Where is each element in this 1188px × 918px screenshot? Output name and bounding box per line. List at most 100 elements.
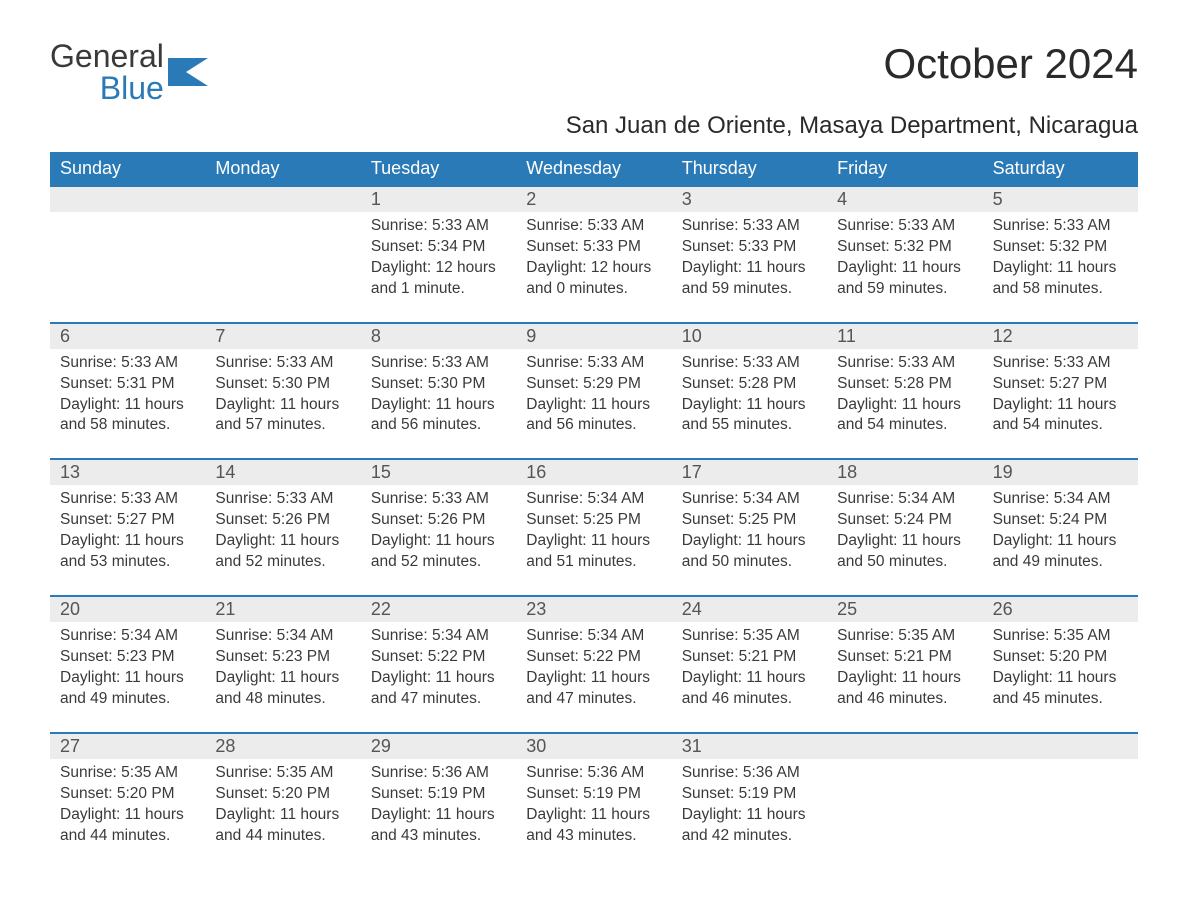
day-details [827,759,982,855]
daylight-text: Daylight: 11 hours and 44 minutes. [60,805,195,847]
daylight-text: Daylight: 11 hours and 54 minutes. [993,395,1128,437]
weekday-header: Thursday [672,152,827,185]
day-details: Sunrise: 5:35 AMSunset: 5:20 PMDaylight:… [983,622,1138,718]
daylight-text: Daylight: 11 hours and 58 minutes. [60,395,195,437]
sunset-text: Sunset: 5:21 PM [682,647,817,668]
sunset-text: Sunset: 5:27 PM [993,374,1128,395]
sunset-text: Sunset: 5:27 PM [60,510,195,531]
sunrise-text: Sunrise: 5:33 AM [993,216,1128,237]
sunrise-text: Sunrise: 5:33 AM [837,216,972,237]
day-number: 11 [827,324,982,349]
daylight-text: Daylight: 11 hours and 58 minutes. [993,258,1128,300]
day-number: 27 [50,734,205,759]
daylight-text: Daylight: 11 hours and 57 minutes. [215,395,350,437]
sunrise-text: Sunrise: 5:35 AM [682,626,817,647]
location-subtitle: San Juan de Oriente, Masaya Department, … [50,112,1138,140]
day-number: 5 [983,187,1138,212]
day-number: 24 [672,597,827,622]
day-number: 18 [827,460,982,485]
day-details: Sunrise: 5:33 AMSunset: 5:27 PMDaylight:… [50,485,205,581]
day-number: 1 [361,187,516,212]
details-row: Sunrise: 5:33 AMSunset: 5:31 PMDaylight:… [50,349,1138,445]
weeks-container: 12345Sunrise: 5:33 AMSunset: 5:34 PMDayl… [50,185,1138,854]
daylight-text: Daylight: 11 hours and 43 minutes. [526,805,661,847]
sunset-text: Sunset: 5:21 PM [837,647,972,668]
daynum-row: 13141516171819 [50,458,1138,485]
sunrise-text: Sunrise: 5:33 AM [60,353,195,374]
calendar-grid: SundayMondayTuesdayWednesdayThursdayFrid… [50,152,1138,854]
sunset-text: Sunset: 5:33 PM [526,237,661,258]
daylight-text: Daylight: 11 hours and 56 minutes. [526,395,661,437]
day-details: Sunrise: 5:34 AMSunset: 5:22 PMDaylight:… [361,622,516,718]
daylight-text: Daylight: 11 hours and 52 minutes. [215,531,350,573]
day-details [50,212,205,308]
day-number [827,734,982,759]
daylight-text: Daylight: 11 hours and 59 minutes. [837,258,972,300]
day-details: Sunrise: 5:34 AMSunset: 5:24 PMDaylight:… [827,485,982,581]
flag-icon [168,58,208,86]
details-row: Sunrise: 5:33 AM Sunset: 5:34 PM Daylight:… [50,212,1138,308]
day-details: Sunrise: 5:34 AMSunset: 5:24 PMDaylight:… [983,485,1138,581]
daylight-text: Daylight: 11 hours and 54 minutes. [837,395,972,437]
day-details: Sunrise: 5:33 AMSunset: 5:28 PMDaylight:… [672,349,827,445]
week-block: 2728293031Sunrise: 5:35 AMSunset: 5:20 P… [50,732,1138,855]
day-details: Sunrise: 5:34 AMSunset: 5:25 PMDaylight:… [516,485,671,581]
sunrise-text: Sunrise: 5:33 AM [682,353,817,374]
sunset-text: Sunset: 5:25 PM [682,510,817,531]
sunrise-text: Sunrise: 5:34 AM [371,626,506,647]
sunrise-text: Sunrise: 5:33 AM [215,489,350,510]
sunset-text: Sunset: 5:32 PM [837,237,972,258]
day-number: 30 [516,734,671,759]
sunrise-text: Sunrise: 5:33 AM [215,353,350,374]
day-number: 29 [361,734,516,759]
daylight-text: Daylight: 11 hours and 47 minutes. [371,668,506,710]
sunset-text: Sunset: 5:33 PM [682,237,817,258]
day-number: 12 [983,324,1138,349]
day-details: Sunrise: 5:33 AMSunset: 5:33 PMDaylight:… [672,212,827,308]
daylight-text: Daylight: 11 hours and 56 minutes. [371,395,506,437]
sunset-text: Sunset: 5:22 PM [371,647,506,668]
daylight-text: Daylight: 11 hours and 50 minutes. [682,531,817,573]
sunrise-text: Sunrise: 5:35 AM [215,763,350,784]
daylight-text: Daylight: 11 hours and 55 minutes. [682,395,817,437]
daylight-text: Daylight: 11 hours and 46 minutes. [837,668,972,710]
sunrise-text: Sunrise: 5:33 AM [682,216,817,237]
sunrise-text: Sunrise: 5:36 AM [371,763,506,784]
day-details: Sunrise: 5:34 AMSunset: 5:25 PMDaylight:… [672,485,827,581]
daylight-text: Daylight: 12 hours and 0 minutes. [526,258,661,300]
day-details: Sunrise: 5:35 AMSunset: 5:21 PMDaylight:… [672,622,827,718]
day-details: Sunrise: 5:33 AMSunset: 5:32 PMDaylight:… [827,212,982,308]
page-title: October 2024 [883,40,1138,88]
sunrise-text: Sunrise: 5:33 AM [371,489,506,510]
sunset-text: Sunset: 5:19 PM [682,784,817,805]
day-number: 10 [672,324,827,349]
day-number: 17 [672,460,827,485]
sunrise-text: Sunrise: 5:35 AM [993,626,1128,647]
day-number: 8 [361,324,516,349]
sunrise-text: Sunrise: 5:34 AM [837,489,972,510]
sunset-text: Sunset: 5:30 PM [371,374,506,395]
day-number: 9 [516,324,671,349]
sunrise-text: Sunrise: 5:33 AM [60,489,195,510]
day-details: Sunrise: 5:33 AMSunset: 5:31 PMDaylight:… [50,349,205,445]
day-number: 6 [50,324,205,349]
day-details: Sunrise: 5:36 AMSunset: 5:19 PMDaylight:… [361,759,516,855]
sunrise-text: Sunrise: 5:33 AM [526,353,661,374]
day-number: 7 [205,324,360,349]
weekday-header: Friday [827,152,982,185]
day-details: Sunrise: 5:33 AMSunset: 5:28 PMDaylight:… [827,349,982,445]
sunrise-text: Sunrise: 5:36 AM [526,763,661,784]
daylight-text: Daylight: 11 hours and 59 minutes. [682,258,817,300]
sunset-text: Sunset: 5:34 PM [371,237,506,258]
sunrise-text: Sunrise: 5:34 AM [993,489,1128,510]
details-row: Sunrise: 5:35 AMSunset: 5:20 PMDaylight:… [50,759,1138,855]
day-details: Sunrise: 5:33 AMSunset: 5:29 PMDaylight:… [516,349,671,445]
daylight-text: Daylight: 11 hours and 51 minutes. [526,531,661,573]
sunrise-text: Sunrise: 5:34 AM [682,489,817,510]
day-details: Sunrise: 5:33 AMSunset: 5:33 PMDaylight:… [516,212,671,308]
day-details: Sunrise: 5:35 AMSunset: 5:21 PMDaylight:… [827,622,982,718]
sunset-text: Sunset: 5:20 PM [60,784,195,805]
day-number [205,187,360,212]
day-details [205,212,360,308]
sunrise-text: Sunrise: 5:34 AM [215,626,350,647]
